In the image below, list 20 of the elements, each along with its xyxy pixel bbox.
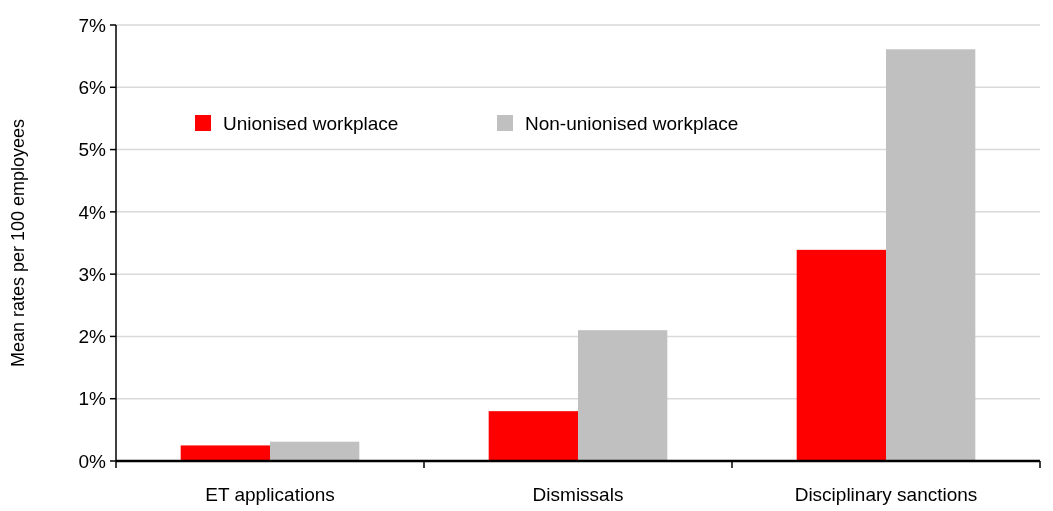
y-tick-label: 1% xyxy=(78,388,107,410)
y-tick-label: 3% xyxy=(78,263,107,285)
y-tick-label: 4% xyxy=(78,201,107,223)
legend-label: Non-unionised workplace xyxy=(525,112,739,134)
y-axis-title: Mean rates per 100 employees xyxy=(8,118,28,368)
x-tick-label: ET applications xyxy=(205,484,335,505)
y-tick-label: 7% xyxy=(78,14,107,36)
legend-label: Unionised workplace xyxy=(223,112,399,134)
y-tick-label: 2% xyxy=(78,326,107,348)
y-tick-label: 6% xyxy=(78,76,107,98)
bar xyxy=(488,411,578,461)
bar xyxy=(886,49,976,461)
y-tick-label: 0% xyxy=(78,450,107,472)
x-tick-label: Dismissals xyxy=(532,484,624,505)
bar xyxy=(578,330,668,461)
y-tick-label: 5% xyxy=(78,139,107,161)
bar xyxy=(796,249,886,461)
bar xyxy=(180,445,270,461)
x-tick-label: Disciplinary sanctions xyxy=(794,484,978,505)
bar xyxy=(270,441,360,461)
